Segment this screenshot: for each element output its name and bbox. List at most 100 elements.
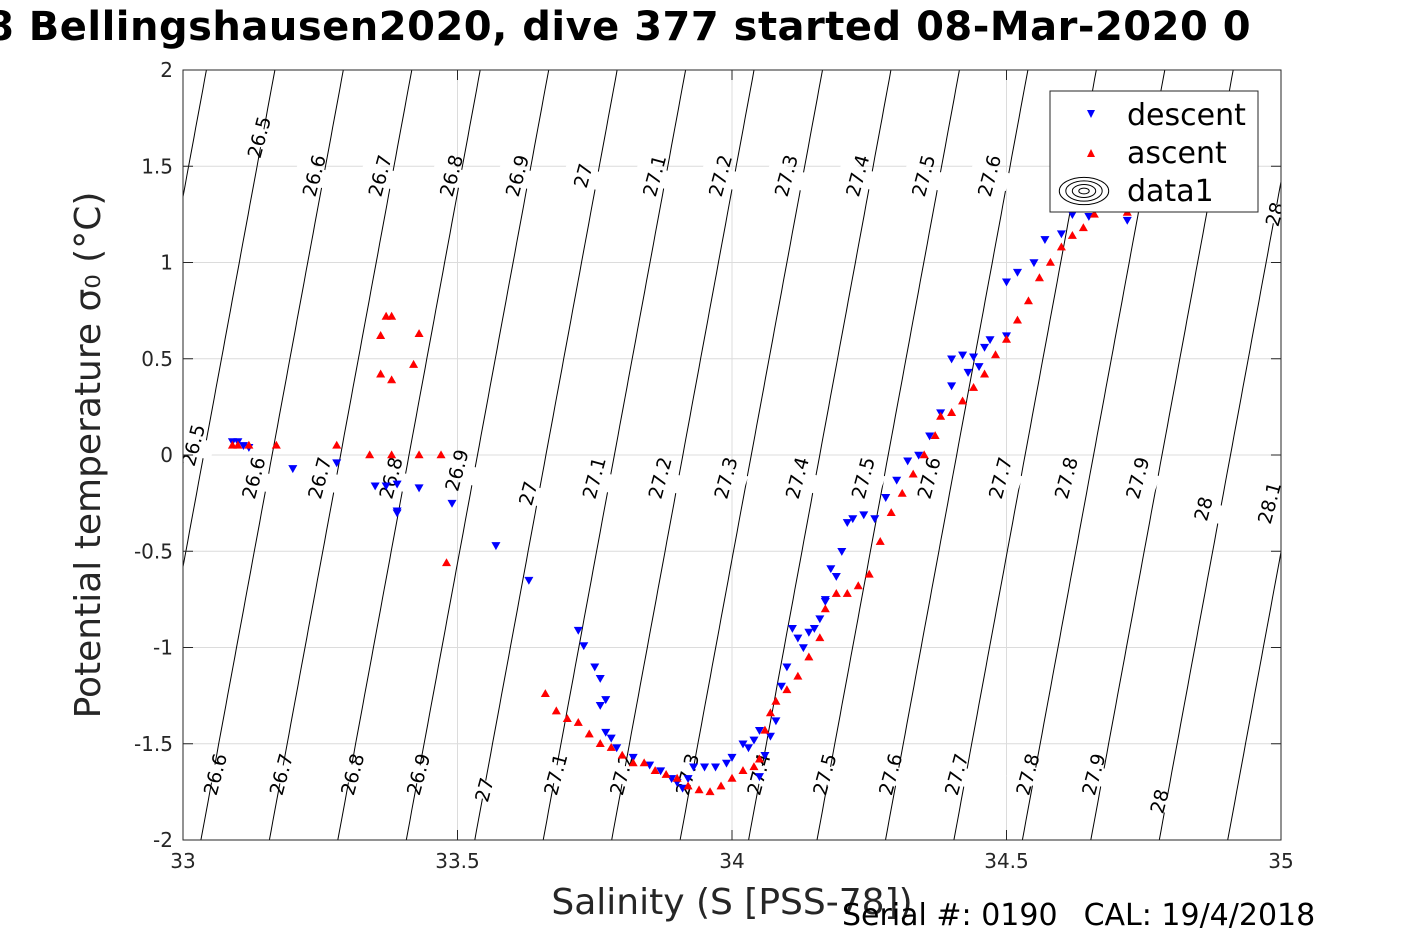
contour-label: 26.7 <box>304 455 336 502</box>
contour-label: 27.8 <box>1051 455 1083 502</box>
descent-point <box>793 634 803 643</box>
y-tick-label: 0 <box>160 443 173 467</box>
contour-label: 27.5 <box>908 153 940 200</box>
ascent-point <box>650 766 660 774</box>
descent-point <box>1056 230 1066 239</box>
descent-point <box>881 494 891 502</box>
ascent-point <box>376 331 386 339</box>
contour-label-bg <box>259 759 304 790</box>
contour-label-bg <box>1116 462 1161 494</box>
contour-label: 27.9 <box>1122 455 1154 502</box>
ascent-point <box>754 754 764 763</box>
descent-point <box>776 682 786 691</box>
ascent-point <box>606 742 616 751</box>
contour-label: 26.7 <box>365 153 397 200</box>
density-contour-line <box>268 70 413 840</box>
ascent-point <box>969 383 979 391</box>
axes: 33 33.5 34 34.5 35 -2 -1.5 -1 -0.5 0 0.5 1 1.5 2 <box>134 58 1294 873</box>
descent-point <box>947 355 957 364</box>
descent-point <box>595 701 605 710</box>
contour-label: 26.9 <box>502 153 534 200</box>
contour-label-bg <box>600 759 645 790</box>
descent-point <box>1122 216 1132 225</box>
descent-point <box>974 363 984 372</box>
contour-label-bg <box>463 774 507 806</box>
descent-point <box>1029 259 1039 268</box>
contour-label: 27.3 <box>710 455 742 502</box>
contour-label-bg <box>968 160 1012 192</box>
descent-point <box>601 696 611 705</box>
contour-label-bg <box>298 462 343 494</box>
contour-label-bg <box>397 759 441 790</box>
descent-point <box>771 717 781 726</box>
descent-point <box>765 732 775 741</box>
ascent-point <box>980 369 990 378</box>
descent-point <box>749 736 759 745</box>
ascent-point <box>573 717 583 726</box>
descent-point <box>859 511 869 520</box>
x-tick-label: 34 <box>719 849 744 873</box>
ascent-point <box>815 633 825 642</box>
contour-label-bg <box>699 160 743 192</box>
ascent-point <box>991 350 1001 359</box>
ascent-point <box>919 450 929 459</box>
contour-label-bg <box>194 759 238 790</box>
ascent-point <box>864 569 874 578</box>
contour-label-bg <box>358 160 403 192</box>
ascent-point <box>436 450 446 459</box>
density-contour-line <box>816 70 960 840</box>
descent-point <box>743 744 753 753</box>
descent-point <box>1012 268 1022 277</box>
descent-point <box>903 457 913 466</box>
y-tick-label: 1 <box>160 251 173 275</box>
contour-label: 27.4 <box>842 153 874 200</box>
contour-label: 27.7 <box>985 455 1017 502</box>
descent-point <box>414 484 424 493</box>
descent-point <box>392 507 402 516</box>
density-contour-line <box>1365 70 1417 840</box>
contour-label-bg <box>572 462 617 494</box>
ascent-point <box>793 671 803 680</box>
ascent-point <box>387 375 397 384</box>
contour-label-bg <box>638 462 683 494</box>
descent-point <box>958 351 968 360</box>
descent-point <box>612 744 622 753</box>
ascent-point <box>381 311 391 320</box>
contour-label: 26.5 <box>244 114 276 161</box>
ascent-point <box>820 604 830 613</box>
ascent-point <box>628 758 638 767</box>
contour-label: 26.7 <box>266 751 298 798</box>
contour-label-bg <box>561 160 606 192</box>
ascent-point <box>376 369 386 378</box>
descent-point <box>947 382 957 391</box>
density-contour-line <box>474 70 618 840</box>
descent-point <box>711 763 721 772</box>
ascent-point <box>244 440 254 449</box>
density-contour-line <box>405 70 550 840</box>
density-contour-line <box>1158 179 1281 840</box>
descent-point <box>787 624 797 633</box>
ascent-point <box>661 769 671 778</box>
contour-label-bg <box>907 462 952 494</box>
descent-point <box>721 759 732 768</box>
contour-label: 27.5 <box>848 455 880 502</box>
descent-point <box>700 763 710 772</box>
ascent-point <box>842 588 852 597</box>
contour-label: 26.8 <box>337 751 369 798</box>
contour-label: 27.6 <box>914 455 946 502</box>
descent-point <box>683 775 693 784</box>
descent-point <box>579 642 589 651</box>
contour-label-bg <box>369 462 414 494</box>
footer-serial: Serial #: 0190 CAL: 19/4/2018 <box>842 898 1341 933</box>
x-tick-label: 35 <box>1268 849 1293 873</box>
ascent-point <box>409 359 419 368</box>
descent-point <box>870 515 880 524</box>
contour-label-bg <box>292 160 337 192</box>
ascent-point <box>897 488 907 497</box>
ascent-point <box>672 773 682 782</box>
descent-point <box>754 726 764 735</box>
descent-point <box>590 663 600 672</box>
ascent-point <box>1089 209 1099 218</box>
